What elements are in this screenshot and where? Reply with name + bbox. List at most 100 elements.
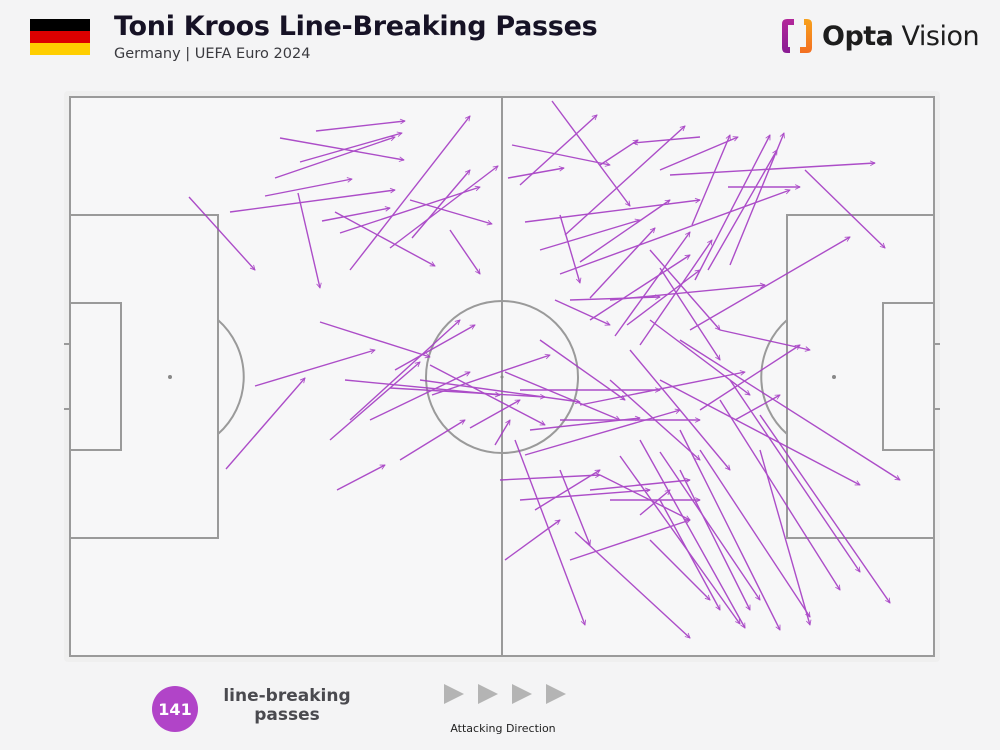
pass-arrow <box>599 139 638 166</box>
pass-arrow <box>419 379 580 402</box>
pass-arrow <box>719 329 810 350</box>
logo-wordmark-light: Vision <box>901 20 980 52</box>
play-arrow-icon <box>546 684 566 704</box>
pass-arrow <box>507 168 564 179</box>
pass-arrow <box>679 429 781 630</box>
pass-arrow <box>659 137 738 171</box>
pass-arrow <box>431 355 550 396</box>
pass-arrow <box>539 220 640 251</box>
pass-arrow <box>315 121 405 132</box>
pass-arrow <box>759 414 891 603</box>
pass-arrow <box>297 192 320 288</box>
pitch-container <box>64 91 940 662</box>
pass-arrow <box>804 169 885 248</box>
flag-stripe-gold <box>30 43 90 55</box>
pass-arrow <box>254 350 375 387</box>
germany-flag-icon <box>30 19 90 55</box>
opta-logo-icon <box>782 19 812 53</box>
pass-arrow <box>511 144 610 165</box>
pass-arrow <box>336 464 385 491</box>
pass-arrow <box>707 150 778 271</box>
pass-arrow <box>599 474 690 521</box>
pass-arrow <box>559 469 590 545</box>
pass-arrow <box>389 387 545 397</box>
pass-arrow <box>589 228 655 299</box>
pass-arrow <box>349 320 460 421</box>
pass-arrow <box>559 214 580 283</box>
pass-arrow <box>629 349 730 470</box>
pass-arrow <box>524 410 680 456</box>
pass-arrow <box>279 137 404 160</box>
pass-arrow <box>321 208 390 222</box>
pass-arrow <box>334 211 435 267</box>
pass-arrow <box>589 480 690 491</box>
play-arrow-icon <box>444 684 464 704</box>
chart-title: Toni Kroos Line-Breaking Passes <box>114 11 598 42</box>
pass-arrow <box>719 399 841 590</box>
pass-arrow <box>554 299 610 326</box>
pass-arrow <box>299 133 402 163</box>
pass-arrow <box>264 179 352 197</box>
pass-arrow <box>679 469 751 610</box>
flag-stripe-red <box>30 31 90 43</box>
pass-arrow <box>225 378 305 470</box>
play-arrow-icon <box>478 684 498 704</box>
pass-arrow <box>188 196 255 270</box>
pass-count-label-line2: passes <box>254 705 320 725</box>
pass-arrow <box>734 394 780 421</box>
opta-vision-logo: Opta Vision <box>780 16 980 56</box>
pass-count-label: line-breaking passes <box>212 687 362 725</box>
logo-wordmark-bold: Opta <box>822 20 894 52</box>
pass-arrow <box>399 419 465 461</box>
pass-arrow <box>579 199 670 263</box>
pass-arrow <box>394 324 475 371</box>
pass-arrow <box>759 449 810 625</box>
attacking-direction-arrows <box>444 684 566 704</box>
pass-arrow <box>649 249 720 330</box>
pass-arrow <box>569 297 660 301</box>
pass-arrow <box>619 455 741 624</box>
pass-arrow <box>274 137 395 179</box>
pass-count-label-line1: line-breaking <box>223 686 351 706</box>
pass-arrow <box>319 321 430 357</box>
pass-arrow <box>534 469 600 511</box>
pass-arrows <box>188 100 900 638</box>
pass-count-badge: 141 <box>152 686 198 732</box>
pass-arrow <box>589 254 690 321</box>
pass-arrow <box>689 236 850 331</box>
chart-subtitle: Germany | UEFA Euro 2024 <box>114 46 311 62</box>
pass-arrow <box>524 200 700 223</box>
pass-arrow <box>349 116 470 271</box>
pass-arrow <box>679 339 900 481</box>
pass-arrow <box>411 170 470 239</box>
pass-arrow <box>499 475 600 481</box>
pass-arrow <box>694 135 771 281</box>
header: Toni Kroos Line-Breaking Passes Germany … <box>0 0 1000 80</box>
pass-arrow <box>614 232 691 337</box>
pass-arrow <box>639 490 670 516</box>
pass-arrow <box>626 270 700 326</box>
pass-arrow <box>729 379 861 572</box>
pass-arrow <box>609 379 700 460</box>
pass-arrow <box>659 267 721 360</box>
logo-wordmark: Opta Vision <box>822 20 980 52</box>
pass-arrow <box>519 490 650 501</box>
pitch-spots <box>168 375 836 379</box>
pass-arrow <box>369 371 470 421</box>
pass-arrow <box>691 135 730 226</box>
pass-arrow <box>669 163 875 176</box>
pass-arrow <box>449 229 481 274</box>
pass-map-pitch <box>64 96 940 657</box>
pass-arrow <box>699 344 800 411</box>
pass-arrow <box>504 519 560 561</box>
pass-arrow <box>409 199 492 224</box>
pass-arrow <box>339 187 480 234</box>
pass-arrow <box>389 166 498 249</box>
pass-arrow <box>519 115 597 186</box>
flag-stripe-black <box>30 19 90 31</box>
pass-arrow <box>494 420 511 446</box>
pass-arrow <box>649 319 750 395</box>
pass-arrow <box>633 136 701 143</box>
pass-arrow <box>649 539 710 600</box>
pass-arrow <box>504 371 620 420</box>
